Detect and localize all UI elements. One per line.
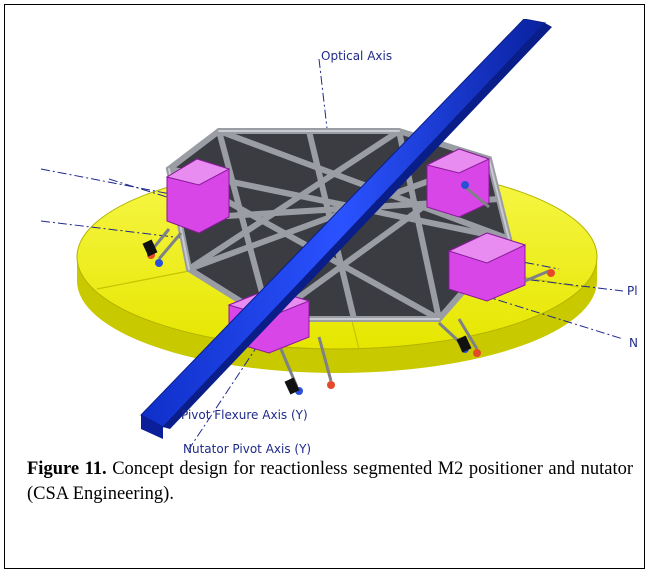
right-axis-label-1: Pl <box>627 284 638 298</box>
concept-render: Optical Axis Pivot Flexure Axis (Y) Nuta… <box>19 19 639 459</box>
flexure-feet <box>142 181 555 395</box>
figure-number: Figure 11. <box>27 459 107 479</box>
nutator-pivot-axis-label: Nutator Pivot Axis (Y) <box>183 442 311 456</box>
pivot-flexure-axis-label: Pivot Flexure Axis (Y) <box>181 408 308 422</box>
support-beam <box>140 19 552 439</box>
optical-axis-label: Optical Axis <box>321 49 392 63</box>
right-axis-label-2: N <box>629 336 638 350</box>
figure-caption: Figure 11. Concept design for reactionle… <box>27 457 633 507</box>
caption-text: Concept design for reactionless segmente… <box>27 459 634 504</box>
figure-frame: Optical Axis Pivot Flexure Axis (Y) Nuta… <box>4 4 645 569</box>
